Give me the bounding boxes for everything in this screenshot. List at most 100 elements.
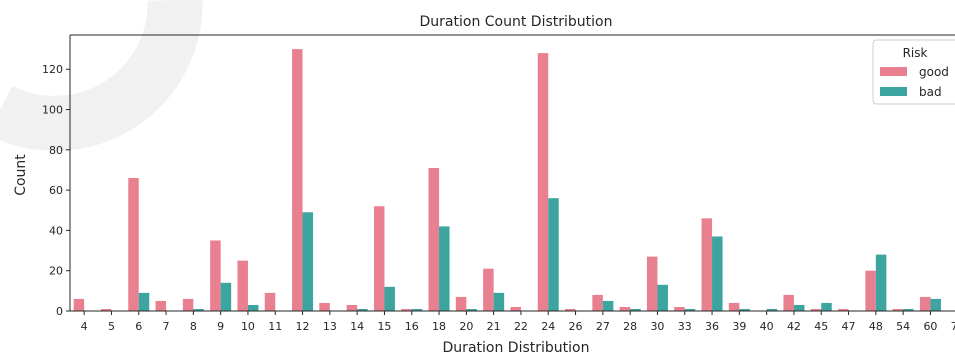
x-tick-label: 11 bbox=[268, 320, 282, 333]
x-tick-label: 33 bbox=[678, 320, 692, 333]
bar-good-18 bbox=[428, 167, 440, 311]
bar-bad-12 bbox=[302, 212, 314, 311]
bar-bad-28 bbox=[630, 308, 641, 311]
x-tick-label: 48 bbox=[869, 320, 883, 333]
x-tick-label: 6 bbox=[135, 320, 142, 333]
bar-bad-24 bbox=[548, 198, 559, 311]
bar-bad-14 bbox=[357, 308, 368, 311]
x-tick-label: 27 bbox=[596, 320, 610, 333]
y-tick-label: 60 bbox=[49, 184, 63, 197]
y-tick-label: 0 bbox=[56, 305, 63, 318]
x-axis-label: Duration Distribution bbox=[443, 340, 590, 354]
x-tick-label: 40 bbox=[760, 320, 774, 333]
legend-swatch-bad bbox=[880, 87, 907, 96]
bar-good-6 bbox=[128, 178, 139, 311]
bar-good-22 bbox=[510, 306, 521, 311]
bar-good-42 bbox=[783, 294, 794, 311]
x-tick-label: 13 bbox=[323, 320, 337, 333]
bar-good-28 bbox=[619, 306, 631, 311]
bar-good-4 bbox=[73, 298, 85, 311]
bar-good-54 bbox=[892, 308, 904, 311]
chart-title: Duration Count Distribution bbox=[420, 14, 613, 30]
bar-good-26 bbox=[565, 308, 576, 311]
legend: Risk good bad bbox=[872, 39, 955, 105]
bar-good-39 bbox=[728, 302, 740, 311]
bar-good-15 bbox=[373, 206, 385, 311]
x-tick-label: 9 bbox=[217, 320, 224, 333]
bar-bad-39 bbox=[739, 308, 750, 311]
bar-bad-42 bbox=[793, 304, 805, 311]
bar-bad-54 bbox=[903, 308, 914, 311]
x-tick-label: 60 bbox=[923, 320, 937, 333]
bar-good-33 bbox=[674, 306, 685, 311]
y-tick-label: 40 bbox=[49, 224, 63, 237]
bar-bad-21 bbox=[493, 292, 505, 311]
bar-good-13 bbox=[319, 302, 330, 311]
legend-label-good: good bbox=[919, 65, 949, 79]
x-tick-label: 54 bbox=[896, 320, 910, 333]
bar-good-5 bbox=[100, 308, 112, 311]
bar-bad-9 bbox=[220, 282, 232, 311]
bar-bad-8 bbox=[193, 308, 204, 311]
x-tick-label: 21 bbox=[487, 320, 501, 333]
bar-bad-30 bbox=[657, 284, 668, 311]
x-tick-label: 39 bbox=[732, 320, 746, 333]
x-tick-label: 22 bbox=[514, 320, 528, 333]
bar-bad-18 bbox=[439, 226, 450, 311]
bar-good-14 bbox=[346, 304, 358, 311]
bar-good-20 bbox=[455, 296, 467, 311]
bar-bad-33 bbox=[684, 308, 696, 311]
bar-bad-10 bbox=[247, 304, 259, 311]
bar-good-48 bbox=[865, 270, 876, 311]
legend-swatch-good bbox=[880, 67, 907, 76]
bar-bad-40 bbox=[766, 308, 778, 311]
bar-bad-15 bbox=[384, 286, 395, 311]
bar-good-24 bbox=[537, 53, 549, 312]
bar-good-21 bbox=[483, 268, 494, 311]
bar-good-60 bbox=[919, 296, 931, 311]
x-tick-label: 16 bbox=[405, 320, 419, 333]
bar-good-7 bbox=[155, 300, 167, 311]
legend-title: Risk bbox=[903, 46, 928, 60]
y-tick-label: 120 bbox=[42, 63, 63, 76]
bars-group bbox=[73, 49, 941, 312]
bar-good-30 bbox=[646, 256, 658, 311]
bar-good-8 bbox=[182, 298, 194, 311]
x-tick-label: 10 bbox=[241, 320, 255, 333]
x-tick-label: 28 bbox=[623, 320, 637, 333]
bar-bad-48 bbox=[875, 254, 887, 311]
y-tick-label: 20 bbox=[49, 265, 63, 278]
bar-good-47 bbox=[838, 308, 849, 311]
bar-good-45 bbox=[810, 308, 822, 311]
bar-good-16 bbox=[401, 308, 412, 311]
x-tick-label: 5 bbox=[108, 320, 115, 333]
y-tick-label: 80 bbox=[49, 144, 63, 157]
y-tick-label: 100 bbox=[42, 104, 63, 117]
x-tick-label: 42 bbox=[787, 320, 801, 333]
legend-label-bad: bad bbox=[919, 85, 942, 99]
bar-good-12 bbox=[292, 49, 303, 312]
x-tick-label: 47 bbox=[842, 320, 856, 333]
x-tick-label: 8 bbox=[190, 320, 197, 333]
x-tick-label: 4 bbox=[81, 320, 88, 333]
bar-good-10 bbox=[237, 260, 248, 311]
x-tick-label: 45 bbox=[814, 320, 828, 333]
x-tick-label: 18 bbox=[432, 320, 446, 333]
x-tick-label: 72 bbox=[951, 320, 955, 333]
bar-bad-60 bbox=[930, 298, 941, 311]
x-tick-label: 14 bbox=[350, 320, 364, 333]
x-tick-label: 20 bbox=[459, 320, 473, 333]
bar-bad-20 bbox=[466, 308, 477, 311]
bar-good-11 bbox=[264, 292, 276, 311]
x-axis: 4 5 6 7 8 9 10 11 12 13 14 15 16 18 20 21 22 24 26 27 28 30 33… bbox=[81, 311, 955, 333]
x-tick-label: 26 bbox=[569, 320, 583, 333]
x-tick-label: 36 bbox=[705, 320, 719, 333]
x-tick-label: 24 bbox=[541, 320, 555, 333]
x-tick-label: 30 bbox=[650, 320, 664, 333]
bar-bad-6 bbox=[138, 292, 150, 311]
bar-good-27 bbox=[592, 294, 603, 311]
y-axis-label: Count bbox=[13, 154, 29, 196]
y-axis: 0 20 40 60 80 100 120 bbox=[42, 63, 70, 318]
bar-bad-45 bbox=[821, 302, 832, 311]
